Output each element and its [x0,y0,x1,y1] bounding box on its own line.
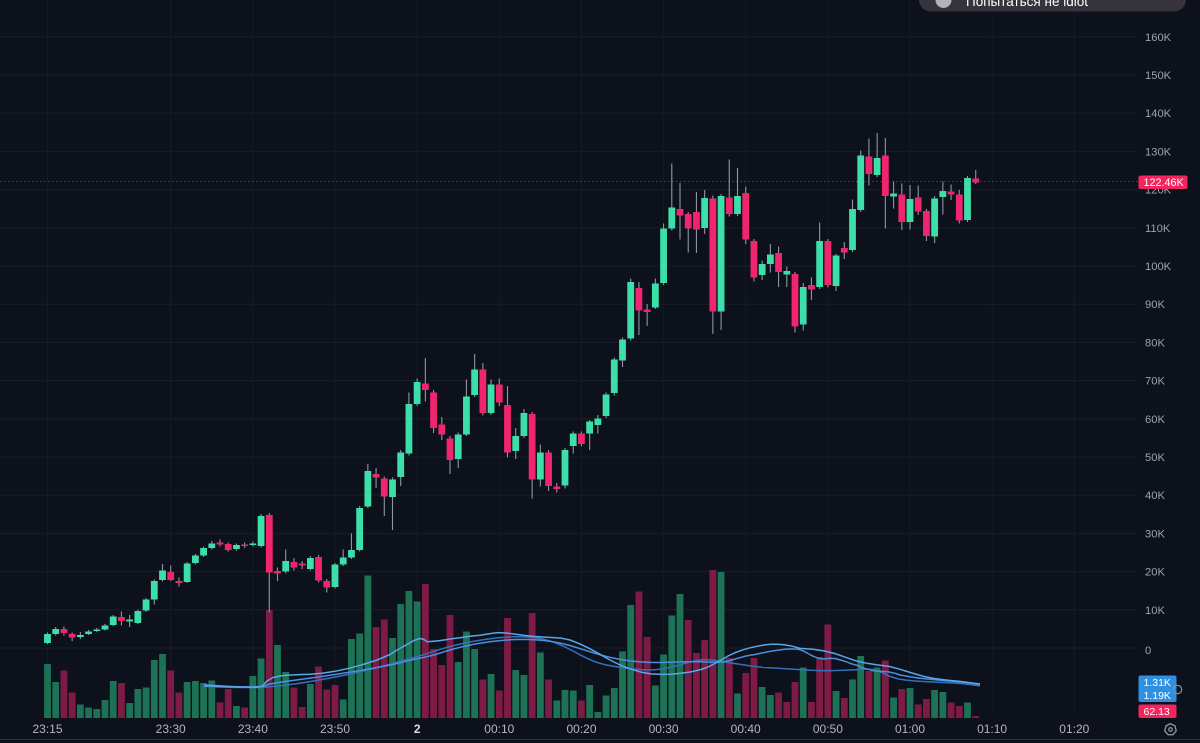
svg-text:10K: 10K [1145,605,1165,617]
svg-text:20K: 20K [1145,567,1165,579]
svg-text:1.31K: 1.31K [1144,677,1171,689]
svg-text:23:30: 23:30 [156,722,186,736]
svg-text:150K: 150K [1145,70,1172,82]
svg-text:62.13: 62.13 [1144,706,1170,718]
svg-text:Попытаться не idiot: Попытаться не idiot [966,0,1088,9]
svg-text:60K: 60K [1145,414,1165,426]
svg-text:23:40: 23:40 [238,722,268,736]
svg-text:50K: 50K [1145,452,1165,464]
svg-text:01:20: 01:20 [1059,722,1089,736]
svg-text:40K: 40K [1145,490,1165,502]
svg-text:30K: 30K [1145,528,1165,540]
svg-text:01:10: 01:10 [977,722,1007,736]
svg-text:00:30: 00:30 [649,722,679,736]
svg-text:160K: 160K [1145,32,1172,44]
svg-text:70K: 70K [1145,376,1165,388]
svg-text:00:20: 00:20 [566,722,596,736]
svg-text:23:15: 23:15 [32,722,62,736]
svg-text:00:40: 00:40 [731,722,761,736]
svg-text:00:10: 00:10 [484,722,514,736]
svg-text:23:50: 23:50 [320,722,350,736]
svg-text:100K: 100K [1145,261,1172,273]
svg-text:130K: 130K [1145,146,1172,158]
svg-text:0: 0 [1145,645,1151,657]
svg-text:140K: 140K [1145,108,1172,120]
svg-text:01:00: 01:00 [895,722,925,736]
svg-text:122.46K: 122.46K [1144,177,1185,189]
svg-text:1.19K: 1.19K [1144,690,1171,702]
svg-text:80K: 80K [1145,337,1165,349]
svg-text:90K: 90K [1145,299,1165,311]
svg-text:00:50: 00:50 [813,722,843,736]
svg-text:2: 2 [414,722,421,736]
svg-text:110K: 110K [1145,223,1171,235]
